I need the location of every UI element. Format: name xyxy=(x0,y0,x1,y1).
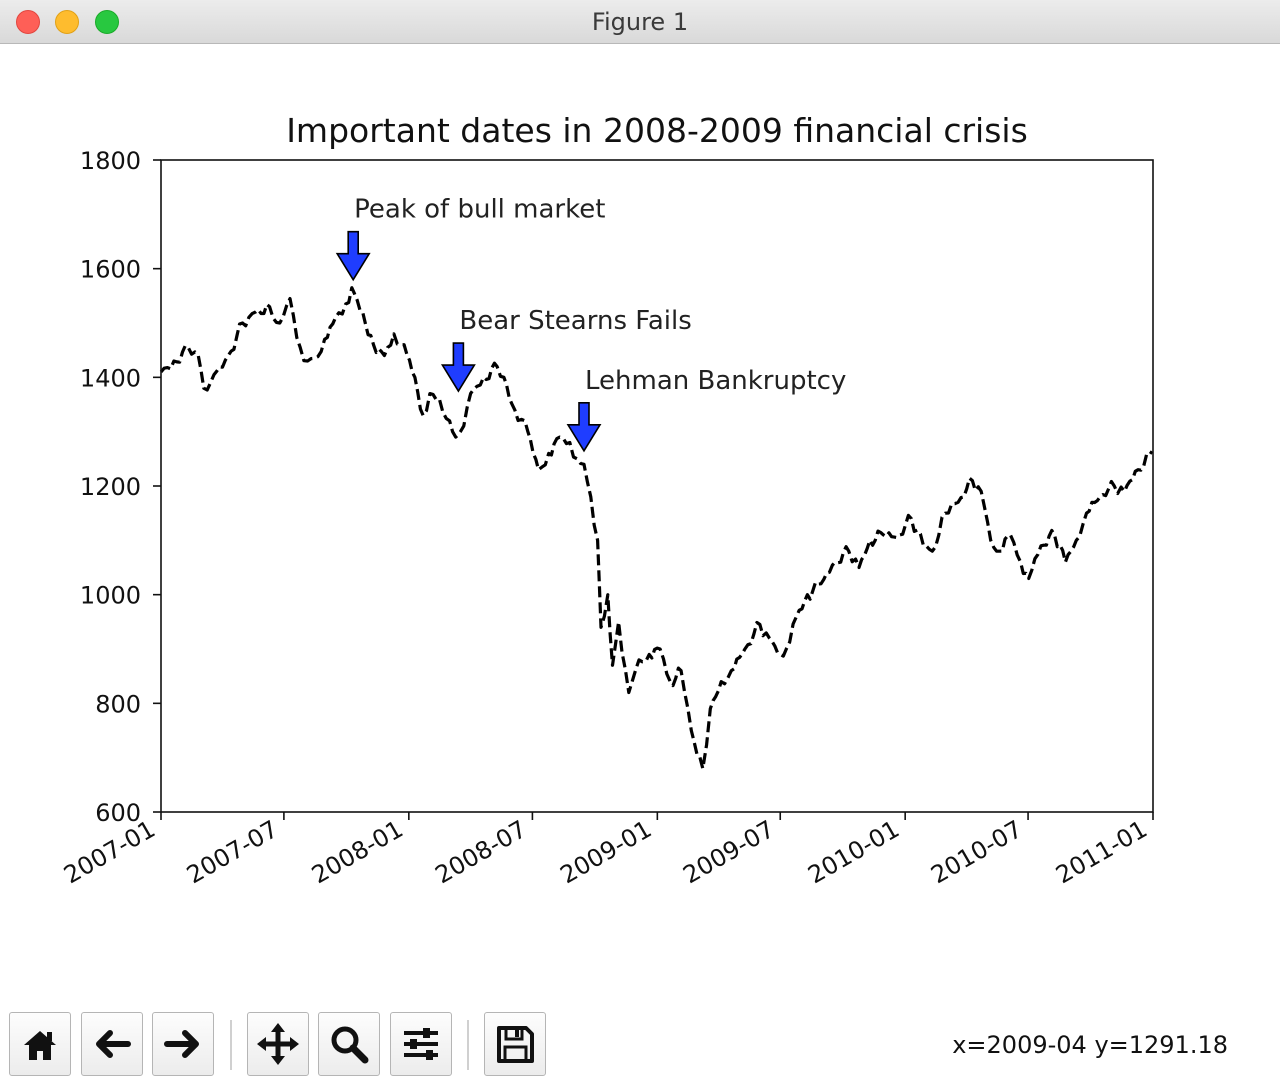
arrow-left-icon xyxy=(96,1030,131,1058)
chart-title: Important dates in 2008-2009 financial c… xyxy=(286,111,1028,150)
annotation-label-1: Bear Stearns Fails xyxy=(459,306,691,336)
floppy-disk-icon xyxy=(497,1026,534,1063)
y-tick-label: 600 xyxy=(95,799,141,827)
plot-frame xyxy=(160,159,1154,813)
y-tick-label: 1800 xyxy=(80,147,141,175)
magnifier-icon xyxy=(331,1026,369,1064)
x-tick-label: 2010-07 xyxy=(926,815,1027,889)
annotation-label-0: Peak of bull market xyxy=(354,195,605,225)
minimize-window-button[interactable] xyxy=(55,10,79,34)
move-icon xyxy=(257,1023,299,1065)
y-tick-label: 1200 xyxy=(80,473,141,501)
figure-canvas[interactable]: Important dates in 2008-2009 financial c… xyxy=(0,44,1280,1000)
forward-button[interactable] xyxy=(152,1012,214,1076)
back-button[interactable] xyxy=(81,1012,143,1076)
toolbar-separator xyxy=(230,1020,232,1070)
home-button[interactable] xyxy=(9,1012,71,1076)
pan-button[interactable] xyxy=(247,1012,309,1076)
x-tick-label: 2010-01 xyxy=(803,815,904,889)
save-button[interactable] xyxy=(484,1012,546,1076)
maximize-window-button[interactable] xyxy=(95,10,119,34)
x-tick-label: 2008-07 xyxy=(431,815,532,889)
annotation-label-2: Lehman Bankruptcy xyxy=(585,366,846,396)
y-tick-label: 800 xyxy=(95,690,141,718)
cursor-coordinates: x=2009-04 y=1291.18 xyxy=(952,1031,1228,1059)
x-tick-label: 2011-01 xyxy=(1051,815,1152,889)
configure-subplots-button[interactable] xyxy=(390,1012,452,1076)
y-tick-label: 1000 xyxy=(80,582,141,610)
y-tick-label: 1600 xyxy=(80,256,141,284)
zoom-button[interactable] xyxy=(318,1012,380,1076)
arrow-right-icon xyxy=(164,1030,199,1058)
close-window-button[interactable] xyxy=(16,10,40,34)
home-icon xyxy=(24,1031,56,1060)
series-line-0 xyxy=(159,286,1154,771)
annotation-arrow-2 xyxy=(566,401,602,453)
annotation-arrow-1 xyxy=(440,342,476,393)
window-title: Figure 1 xyxy=(591,8,689,36)
x-tick-label: 2007-07 xyxy=(182,815,283,889)
x-tick-label: 2008-01 xyxy=(307,815,408,889)
window-titlebar: Figure 1 xyxy=(0,0,1280,44)
toolbar-separator xyxy=(467,1020,469,1070)
annotation-arrow-0 xyxy=(335,230,371,282)
sliders-icon xyxy=(404,1028,438,1060)
navigation-toolbar: x=2009-04 y=1291.18 xyxy=(0,1000,1280,1088)
x-tick-label: 2009-01 xyxy=(555,815,656,889)
y-tick-label: 1400 xyxy=(80,364,141,392)
x-tick-label: 2009-07 xyxy=(678,815,779,889)
